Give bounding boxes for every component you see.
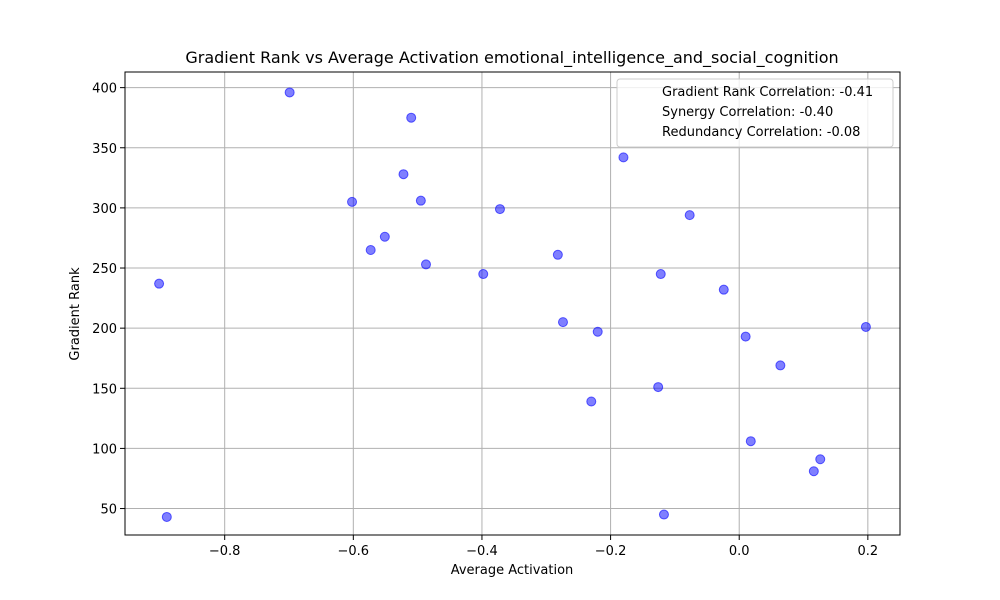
y-tick-label: 100 bbox=[92, 442, 117, 457]
data-point bbox=[586, 396, 597, 407]
data-points bbox=[154, 87, 871, 522]
axis-ticks: −0.8 −0.6 −0.4 −0.2 0.0 0.2 50 100 150 200 250 300 3… bbox=[92, 82, 878, 559]
x-tick-label: 0.2 bbox=[857, 544, 878, 559]
data-point bbox=[808, 466, 819, 477]
x-tick-label: −0.2 bbox=[595, 544, 627, 559]
y-tick-label: 350 bbox=[92, 142, 117, 157]
chart-title: Gradient Rank vs Average Activation emot… bbox=[185, 48, 838, 68]
y-axis-title: Gradient Rank bbox=[68, 267, 83, 361]
data-point bbox=[284, 87, 295, 98]
legend-box bbox=[616, 78, 894, 148]
legend-entry-gradient-rank: Gradient Rank Correlation: -0.41 bbox=[662, 85, 873, 100]
grid bbox=[125, 72, 900, 535]
data-point bbox=[478, 269, 489, 280]
legend-entry-redundancy: Redundancy Correlation: -0.08 bbox=[662, 125, 860, 140]
data-point bbox=[379, 231, 390, 242]
data-point bbox=[365, 244, 376, 255]
data-point bbox=[347, 196, 358, 207]
data-point bbox=[860, 321, 871, 332]
y-tick-label: 300 bbox=[92, 202, 117, 217]
data-point bbox=[415, 195, 426, 206]
y-tick-label: 50 bbox=[100, 503, 117, 518]
data-point bbox=[658, 509, 669, 520]
y-tick-label: 200 bbox=[92, 322, 117, 337]
y-tick-label: 400 bbox=[92, 82, 117, 97]
data-point bbox=[684, 210, 695, 221]
x-axis-title: Average Activation bbox=[451, 563, 574, 578]
y-tick-label: 150 bbox=[92, 382, 117, 397]
data-point bbox=[653, 382, 664, 393]
x-tick-label: −0.8 bbox=[209, 544, 241, 559]
plot-area bbox=[124, 71, 901, 536]
data-point bbox=[718, 284, 729, 295]
data-point bbox=[815, 454, 826, 465]
legend: Gradient Rank Correlation: -0.41 Synergy… bbox=[616, 78, 894, 148]
data-point bbox=[161, 511, 172, 522]
data-point bbox=[552, 249, 563, 260]
data-point bbox=[655, 269, 666, 280]
data-point bbox=[592, 326, 603, 337]
data-point bbox=[406, 112, 417, 123]
x-tick-label: −0.6 bbox=[338, 544, 370, 559]
data-point bbox=[740, 331, 751, 342]
x-tick-label: −0.4 bbox=[466, 544, 498, 559]
data-point bbox=[775, 360, 786, 371]
data-point bbox=[618, 152, 629, 163]
x-tick-label: 0.0 bbox=[729, 544, 750, 559]
data-point bbox=[745, 436, 756, 447]
legend-entry-synergy: Synergy Correlation: -0.40 bbox=[662, 105, 833, 120]
data-point bbox=[557, 317, 568, 328]
data-point bbox=[494, 204, 505, 215]
data-point bbox=[154, 278, 165, 289]
data-point bbox=[420, 259, 431, 270]
data-point bbox=[398, 169, 409, 180]
y-tick-label: 250 bbox=[92, 262, 117, 277]
